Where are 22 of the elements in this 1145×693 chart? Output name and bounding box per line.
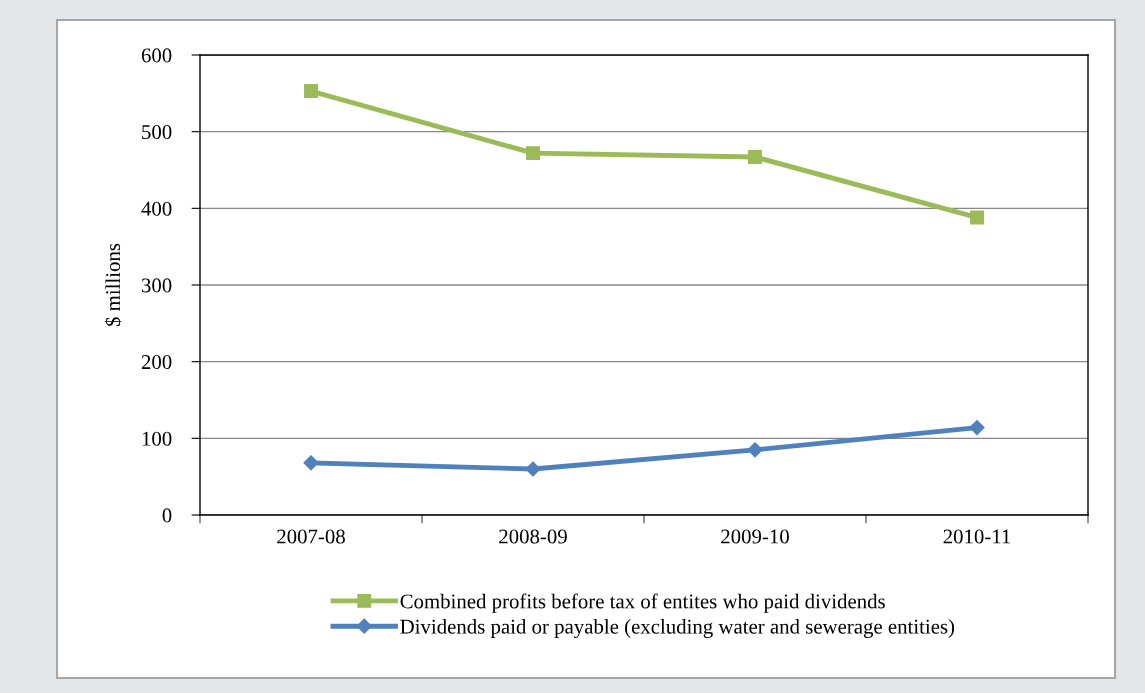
point — [526, 146, 540, 161]
point — [970, 210, 984, 225]
point — [304, 84, 318, 98]
y-axis-title: $ millions — [104, 243, 122, 327]
y-tick-label: 600 — [141, 48, 172, 63]
point — [969, 420, 985, 436]
point — [747, 442, 763, 458]
y-tick-label: 300 — [141, 278, 172, 293]
y-tick-label: 400 — [141, 201, 172, 216]
point — [303, 455, 319, 471]
x-tick-label: 2007-08 — [277, 529, 345, 544]
y-tick-label: 0 — [162, 508, 172, 523]
legend-label: Dividends paid or payable (excluding water and sewerage entities) — [400, 619, 955, 638]
x-tick-label: 2010-11 — [943, 529, 1011, 544]
y-tick-label: 200 — [141, 355, 172, 370]
legend-label: Combined profits before tax of entites who paid dividends — [400, 593, 885, 613]
point — [748, 150, 762, 164]
x-tick-label: 2008-09 — [499, 529, 567, 544]
x-tick-label: 2009-10 — [721, 529, 789, 544]
y-tick-label: 500 — [142, 125, 172, 140]
y-tick-label: 100 — [142, 431, 172, 446]
point — [525, 461, 541, 477]
